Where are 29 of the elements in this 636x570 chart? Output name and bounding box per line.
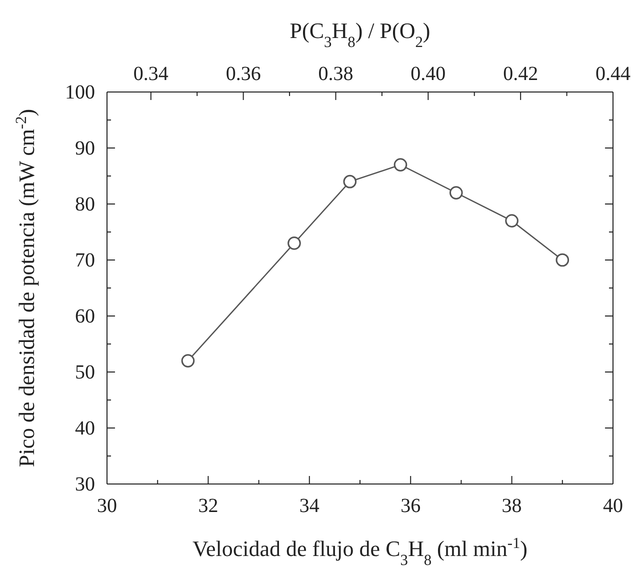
x2-tick-label: 0.40 (410, 63, 446, 85)
x2-tick-label: 0.44 (596, 63, 630, 85)
x2-tick-label: 0.42 (503, 63, 538, 85)
x-tick-label: 32 (198, 495, 218, 518)
point (505, 214, 518, 228)
x2-tick-label: 0.36 (226, 63, 261, 85)
y-tick-label: 40 (75, 417, 95, 440)
y-tick-label: 90 (75, 137, 95, 160)
y-tick-label: 100 (65, 81, 95, 104)
y-tick-label: 50 (75, 361, 95, 384)
x-tick-label: 40 (603, 495, 623, 518)
y-tick-label: 70 (75, 249, 95, 272)
point (394, 158, 408, 172)
y-tick-label: 60 (75, 305, 95, 328)
x-tick-label: 34 (299, 495, 320, 518)
point (181, 354, 195, 368)
x-axis-title: Velocidad de flujo de C$_{3}$H$_{8}$ (ml min$^{-1}$) (192, 534, 528, 568)
x2-axis-title: P(C$_{3}$H$_{8}$) / P(O$_{2}$) (290, 18, 430, 50)
point (288, 236, 301, 250)
x2-tick-label: 0.38 (318, 63, 354, 85)
x-tick-label: 30 (97, 495, 117, 518)
y-tick-label: 30 (75, 473, 95, 496)
y-tick-label: 80 (75, 193, 95, 216)
x-tick-label: 36 (400, 495, 421, 518)
point (556, 253, 570, 267)
point (343, 174, 357, 188)
point (449, 186, 463, 200)
x-tick-label: 38 (502, 495, 522, 518)
x2-tick-label: 0.34 (133, 63, 168, 85)
